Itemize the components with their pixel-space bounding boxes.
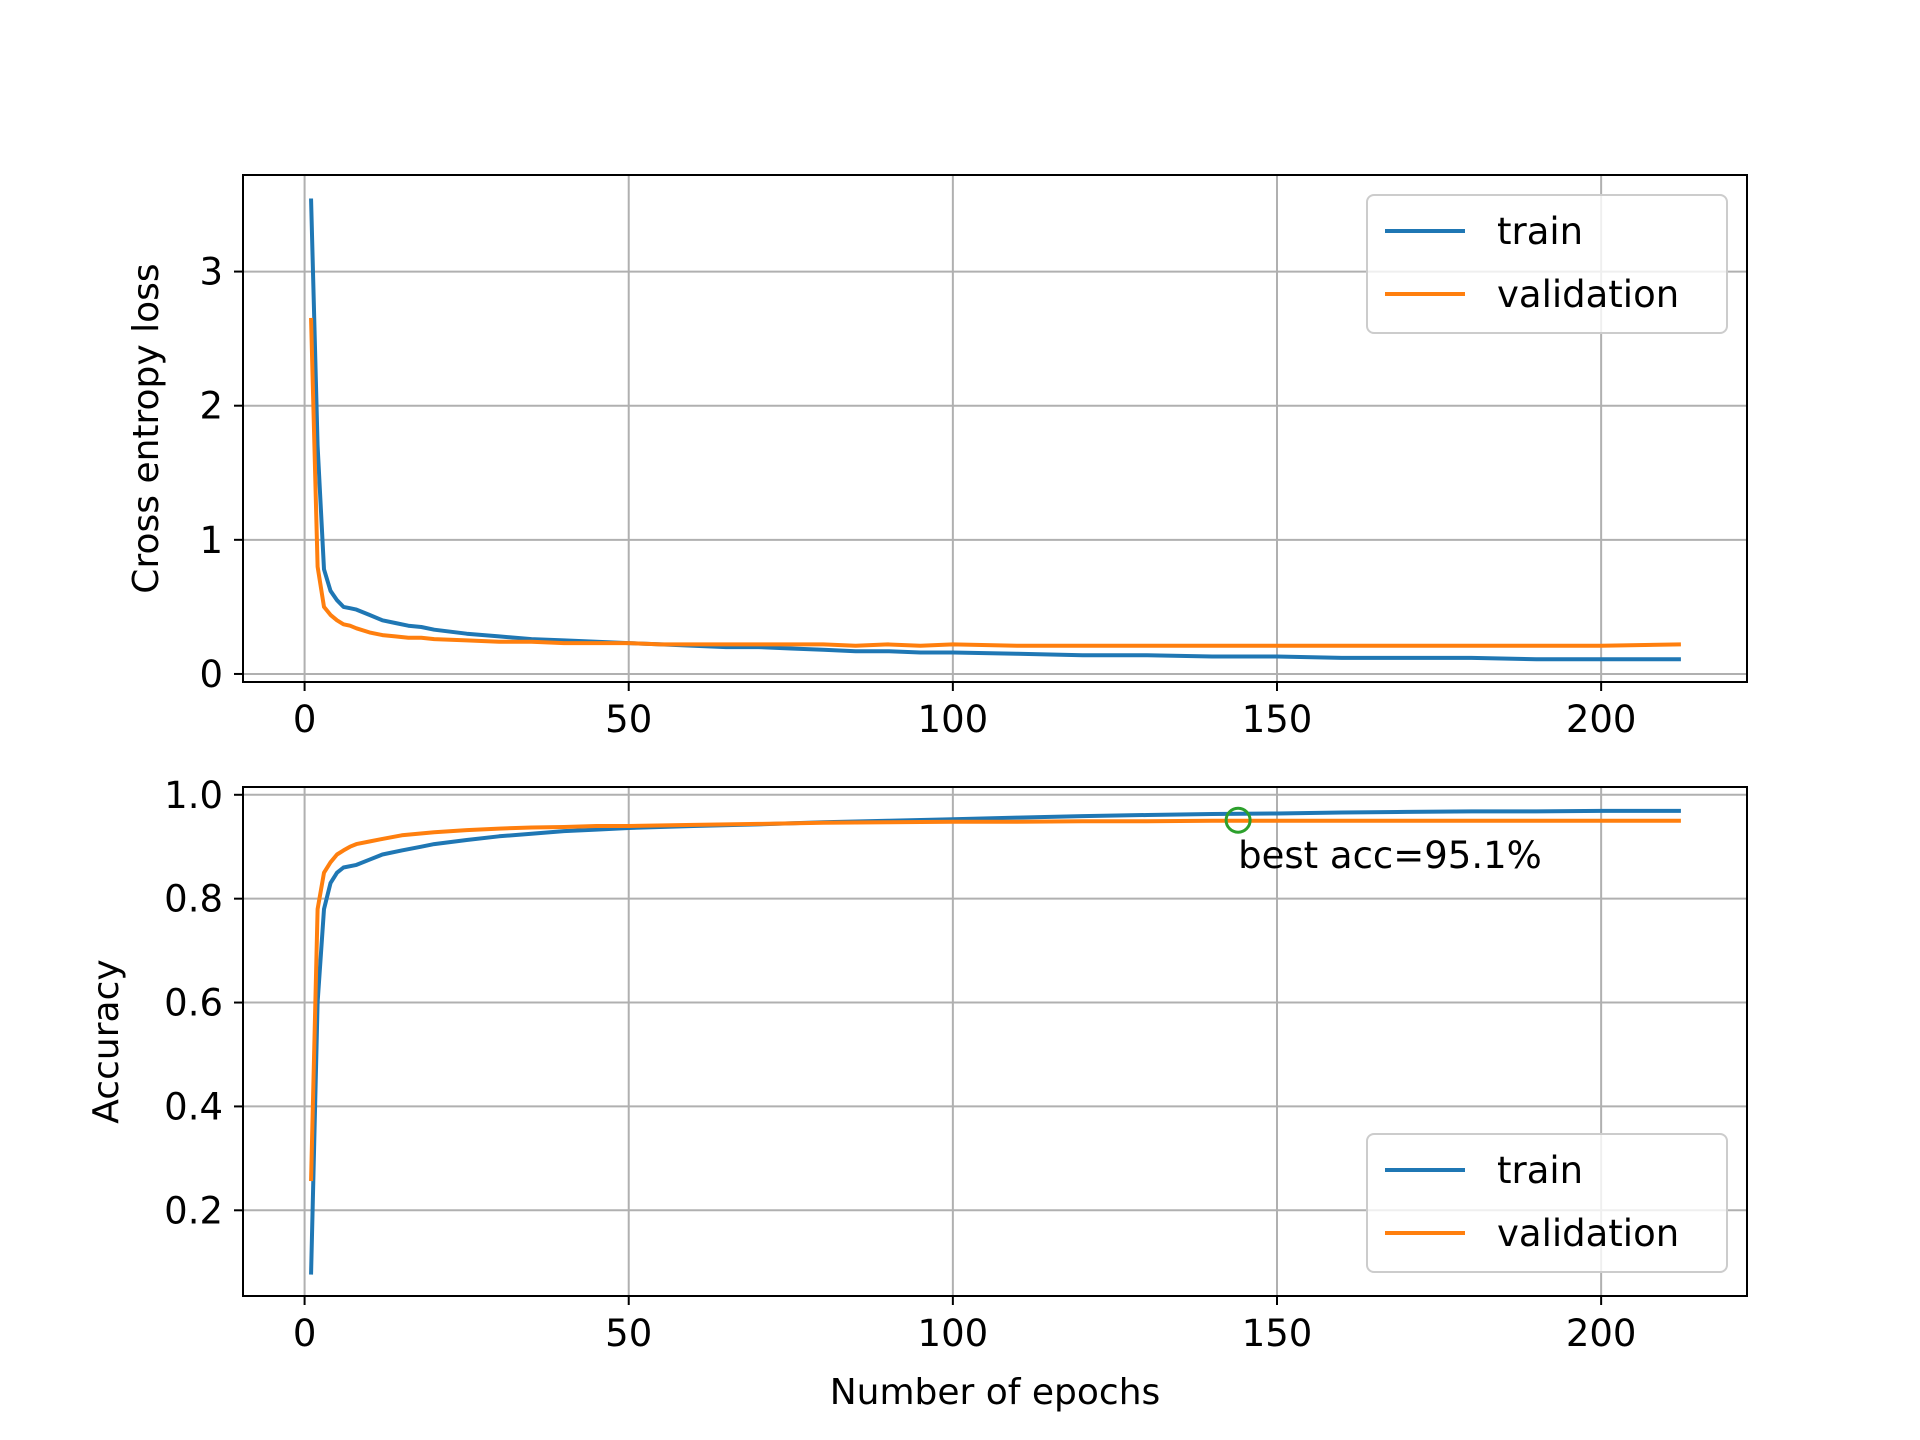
loss-y-tick-label: 1 bbox=[199, 519, 223, 562]
loss-axes-frame bbox=[242, 174, 1748, 683]
x-axis-label: Number of epochs bbox=[830, 1372, 1161, 1413]
loss-validation-line bbox=[309, 317, 1681, 648]
accuracy-x-tick-label: 150 bbox=[1242, 1312, 1313, 1355]
accuracy-grid bbox=[243, 787, 1747, 1296]
best-accuracy-marker bbox=[1224, 806, 1252, 834]
loss-x-tick-label: 200 bbox=[1566, 698, 1637, 741]
loss-y-tick-label: 3 bbox=[199, 251, 223, 294]
loss-x-tick-label: 0 bbox=[293, 698, 317, 741]
best-accuracy-annotation: best acc=95.1% bbox=[1238, 834, 1542, 877]
loss-y-axis-label: Cross entropy loss bbox=[126, 263, 167, 593]
accuracy-legend-validation-label: validation bbox=[1497, 1212, 1679, 1255]
accuracy-x-tick-label: 50 bbox=[605, 1312, 652, 1355]
loss-legend-validation-label: validation bbox=[1497, 273, 1679, 316]
loss-y-tick-label: 2 bbox=[199, 385, 223, 428]
loss-legend: train validation bbox=[1366, 194, 1728, 334]
accuracy-legend-train-label: train bbox=[1497, 1149, 1583, 1192]
accuracy-y-tick-label: 1.0 bbox=[164, 774, 223, 817]
loss-x-tick-label: 100 bbox=[918, 698, 989, 741]
accuracy-validation-line bbox=[309, 818, 1681, 1182]
accuracy-train-line bbox=[309, 808, 1681, 1275]
accuracy-y-tick-label: 0.8 bbox=[164, 878, 223, 921]
accuracy-lines bbox=[309, 808, 1681, 1275]
accuracy-y-tick-label: 0.6 bbox=[164, 982, 223, 1025]
accuracy-x-tick-label: 0 bbox=[293, 1312, 317, 1355]
accuracy-x-tick-label: 100 bbox=[918, 1312, 989, 1355]
accuracy-x-tick-label: 200 bbox=[1566, 1312, 1637, 1355]
accuracy-y-tick-label: 0.4 bbox=[164, 1085, 223, 1128]
loss-y-tick-label: 0 bbox=[199, 653, 223, 696]
loss-legend-train-label: train bbox=[1497, 210, 1583, 253]
accuracy-legend: train validation bbox=[1366, 1133, 1728, 1273]
loss-x-tick-label: 150 bbox=[1242, 698, 1313, 741]
accuracy-axes-frame bbox=[242, 786, 1748, 1297]
accuracy-ticks: 0 50 100 150 200 0.2 0.4 0.6 0.8 1.0 bbox=[164, 774, 1636, 1355]
loss-lines bbox=[309, 198, 1681, 662]
accuracy-panel: best acc=95.1% 0 50 100 150 200 0.2 0.4 0.6 0.8 1… bbox=[86, 774, 1748, 1413]
loss-panel: 0 50 100 150 200 0 1 2 3 Cross entropy loss trai… bbox=[126, 174, 1748, 741]
loss-ticks: 0 50 100 150 200 0 1 2 3 bbox=[199, 251, 1636, 741]
accuracy-y-axis-label: Accuracy bbox=[86, 959, 127, 1123]
accuracy-y-tick-label: 0.2 bbox=[164, 1189, 223, 1232]
loss-x-tick-label: 50 bbox=[605, 698, 652, 741]
